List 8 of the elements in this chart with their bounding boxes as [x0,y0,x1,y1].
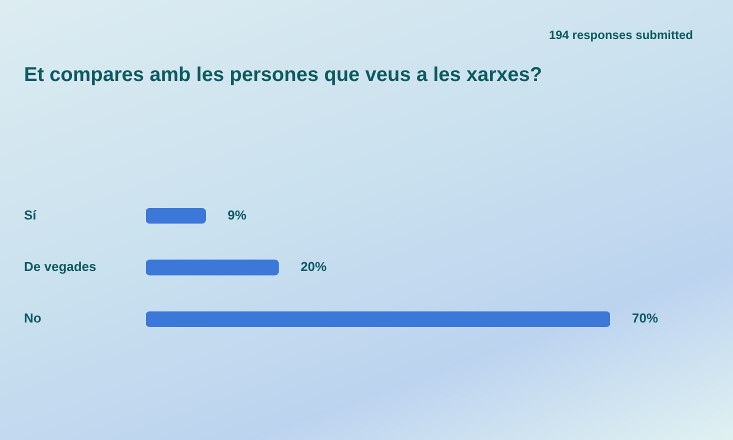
data-label: 20% [300,259,328,274]
y-tick-label: Sí [24,207,37,222]
text: 194 responses submitted [548,28,693,42]
data-label: 9% [228,207,247,222]
data-label: 70% [632,310,658,326]
y-tick-label: No [24,310,42,326]
chart-title: Et compares amb les persones que veus a les xarxes? [24,64,542,87]
y-tick-label: De vegades [24,259,96,274]
